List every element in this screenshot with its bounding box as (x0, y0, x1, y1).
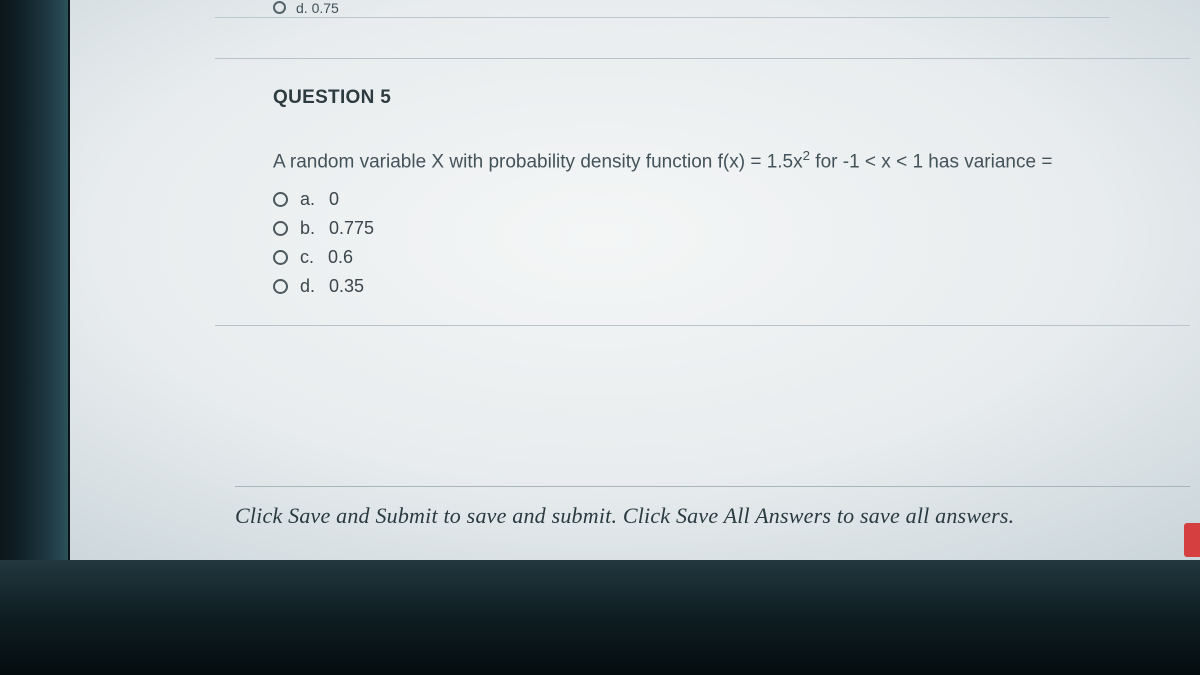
footer-instruction: Click Save and Submit to save and submit… (235, 486, 1190, 529)
option-a[interactable]: a. 0 (273, 189, 1190, 210)
radio-icon (273, 279, 288, 294)
option-c[interactable]: c. 0.6 (273, 247, 1190, 268)
option-letter: a. (300, 189, 315, 210)
option-value: 0.6 (328, 247, 353, 268)
question-text: A random variable X with probability den… (273, 147, 1190, 175)
radio-icon (273, 1, 286, 14)
clipped-badge (1184, 523, 1200, 557)
option-letter: c. (300, 247, 314, 268)
question-header: QUESTION 5 (273, 87, 1190, 109)
divider-bottom (215, 325, 1190, 326)
radio-icon (273, 250, 288, 265)
radio-icon (273, 192, 288, 207)
radio-icon (273, 221, 288, 236)
option-letter: d. (300, 276, 315, 297)
quiz-screen: d. 0.75 QUESTION 5 A random variable X w… (75, 0, 1200, 555)
options-list: a. 0 b. 0.775 c. 0.6 d. 0.35 (273, 189, 1190, 297)
option-value: 0.35 (329, 276, 364, 297)
monitor-bezel-bottom (0, 560, 1200, 675)
option-b[interactable]: b. 0.775 (273, 218, 1190, 239)
option-value: 0 (329, 189, 339, 210)
option-value: 0.775 (329, 218, 374, 239)
question-card: QUESTION 5 A random variable X with prob… (215, 58, 1200, 326)
question-text-prefix: A random variable X with probability den… (273, 151, 803, 172)
question-text-exponent: 2 (803, 148, 810, 163)
divider-top (215, 58, 1190, 59)
question-text-suffix: for -1 < x < 1 has variance = (810, 151, 1052, 172)
option-d[interactable]: d. 0.35 (273, 276, 1190, 297)
prev-question-tail: d. 0.75 (215, 0, 1110, 18)
prev-option-text: d. 0.75 (296, 0, 339, 16)
option-letter: b. (300, 218, 315, 239)
